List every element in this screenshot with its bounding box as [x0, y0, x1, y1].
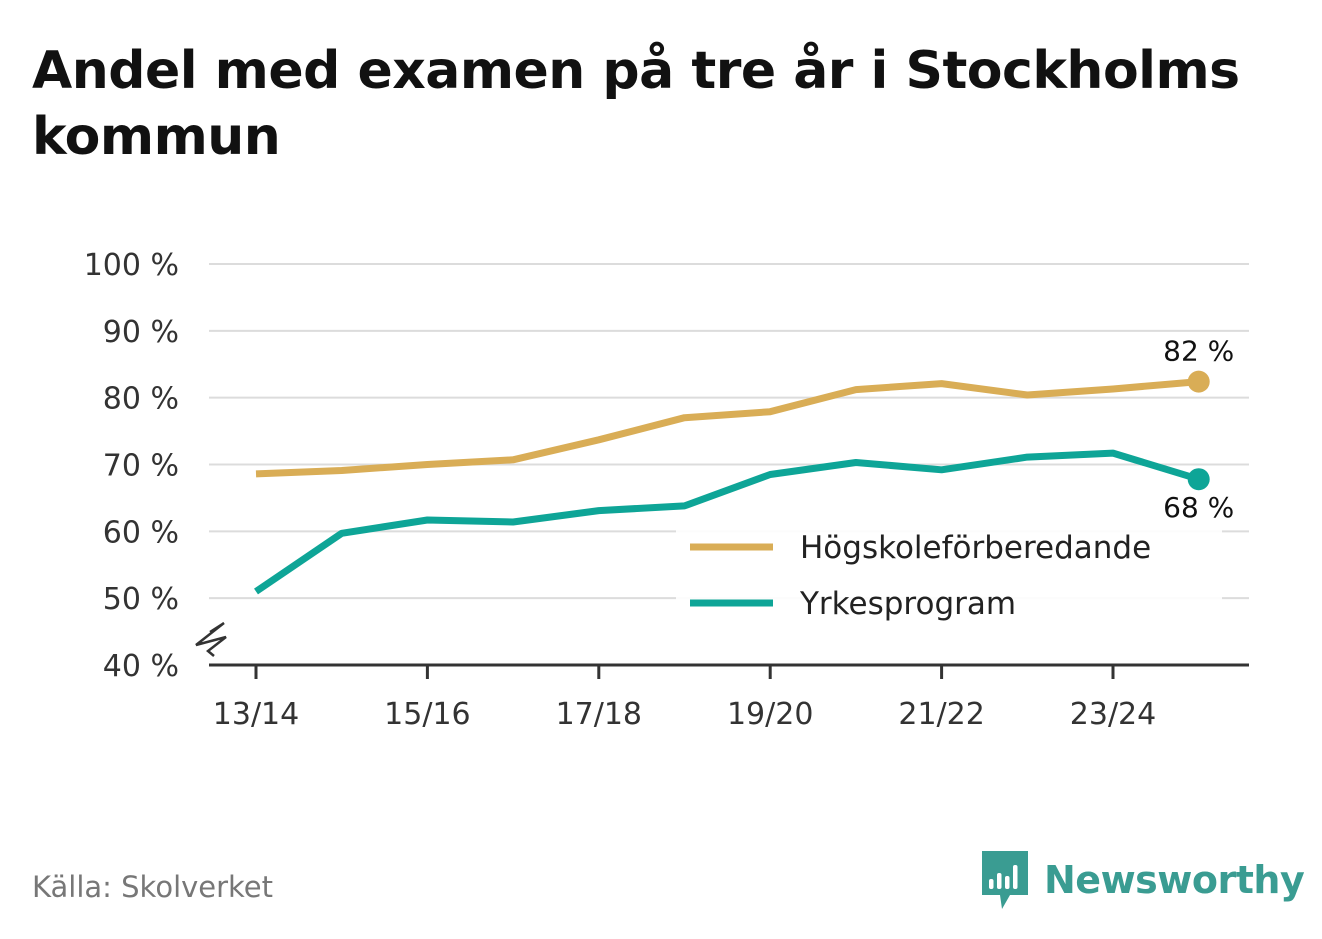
- x-tick-label: 19/20: [727, 697, 813, 732]
- y-tick-label: 40 %: [103, 649, 179, 684]
- y-tick-label: 90 %: [103, 315, 179, 350]
- y-axis-tick-labels: 40 % 50 % 60 % 70 % 80 % 90 % 100 %: [84, 248, 179, 684]
- x-tick-label: 21/22: [898, 697, 984, 732]
- legend-background: [676, 526, 1222, 630]
- x-tick-label: 23/24: [1070, 697, 1156, 732]
- y-tick-label: 80 %: [103, 382, 179, 417]
- newsworthy-logo-icon: [982, 851, 1028, 909]
- series-line: [255, 378, 1200, 478]
- series-lines: [254, 370, 1210, 595]
- brand-logo[interactable]: Newsworthy: [980, 848, 1305, 912]
- source-note: Källa: Skolverket: [32, 870, 274, 904]
- legend-label: Yrkesprogram: [799, 586, 1016, 622]
- y-tick-label: 70 %: [103, 449, 179, 484]
- x-axis-ticks: 13/14 15/16 17/18 19/20 21/22 23/24: [213, 665, 1156, 732]
- y-tick-label: 50 %: [103, 582, 179, 617]
- x-tick-label: 17/18: [556, 697, 642, 732]
- end-value-labels: 82 % 68 %: [1160, 332, 1237, 528]
- x-tick-label: 13/14: [213, 697, 299, 732]
- y-tick-label: 60 %: [103, 515, 179, 550]
- y-tick-label: 100 %: [84, 248, 179, 283]
- end-value-label: 68 %: [1163, 491, 1234, 524]
- y-axis-break-icon: [195, 621, 227, 657]
- series-line: [254, 449, 1200, 595]
- series-end-point: [1187, 468, 1210, 491]
- chart-title: Andel med examen på tre år i Stockholms …: [32, 41, 1240, 167]
- legend: Högskoleförberedande Yrkesprogram: [676, 526, 1222, 630]
- brand-name: Newsworthy: [1044, 858, 1305, 902]
- series-end-point: [1187, 370, 1210, 393]
- x-tick-label: 15/16: [384, 697, 470, 732]
- legend-label: Högskoleförberedande: [800, 530, 1151, 566]
- end-value-label: 82 %: [1163, 335, 1234, 368]
